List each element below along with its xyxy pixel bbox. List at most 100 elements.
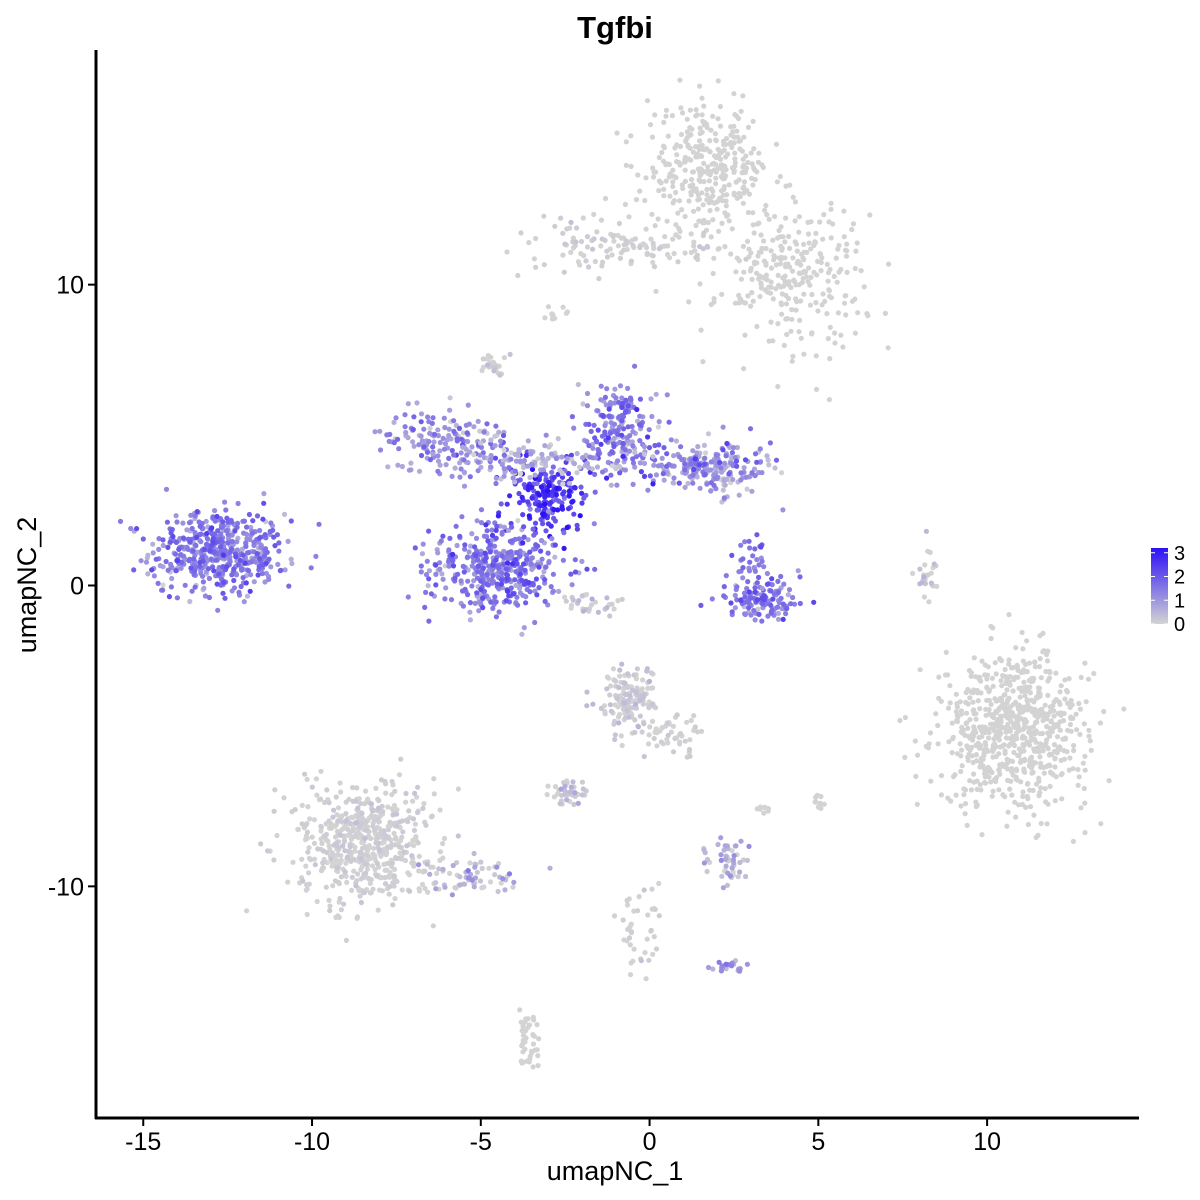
cell-point	[1087, 738, 1093, 744]
cell-point	[617, 673, 623, 679]
cell-point	[571, 511, 577, 517]
cell-point	[335, 818, 341, 824]
cell-point	[852, 330, 859, 336]
cell-point	[350, 784, 356, 791]
cell-point	[718, 162, 724, 168]
cell-point	[654, 730, 660, 736]
cell-point	[611, 443, 617, 450]
cell-point	[718, 852, 724, 858]
cell-point	[451, 428, 457, 434]
cell-point	[691, 208, 697, 214]
cell-point	[484, 421, 490, 427]
cell-point	[206, 575, 212, 582]
cell-point	[222, 595, 228, 601]
cell-point	[455, 571, 461, 577]
cell-point	[723, 453, 729, 459]
cell-point	[1053, 670, 1059, 676]
cell-point	[637, 188, 643, 194]
cell-point	[806, 240, 812, 246]
cell-point	[424, 558, 430, 564]
cell-point	[387, 819, 393, 826]
cell-point	[947, 700, 953, 706]
cell-point	[382, 875, 388, 881]
cell-point	[764, 581, 771, 587]
cell-point	[719, 291, 725, 297]
cell-point	[1055, 710, 1061, 717]
cell-point	[499, 461, 505, 468]
cell-point	[1031, 699, 1037, 705]
cell-point	[682, 159, 688, 165]
cell-point	[733, 269, 739, 275]
cell-point	[651, 934, 657, 940]
cell-point	[541, 569, 547, 575]
cell-point	[437, 566, 443, 572]
cell-point	[421, 426, 427, 432]
cell-point	[357, 893, 363, 899]
cell-point	[487, 549, 493, 555]
cell-point	[645, 434, 651, 440]
cell-point	[991, 736, 997, 742]
cell-point	[600, 469, 606, 475]
cell-point	[166, 594, 172, 600]
cell-point	[374, 816, 380, 823]
cell-point	[288, 518, 294, 524]
cell-point	[638, 469, 645, 475]
cell-point	[650, 259, 656, 265]
cell-point	[563, 310, 570, 316]
cell-point	[501, 473, 507, 479]
cell-point	[320, 865, 327, 871]
cell-point	[1038, 760, 1044, 767]
cell-point	[584, 390, 591, 397]
cell-point	[274, 832, 280, 839]
cell-point	[632, 717, 638, 723]
cell-point	[165, 544, 171, 551]
cell-point	[463, 422, 469, 428]
cell-point	[1016, 685, 1022, 691]
cell-point	[656, 188, 662, 194]
cell-point	[563, 598, 569, 604]
cell-point	[223, 507, 229, 513]
cell-point	[571, 425, 577, 431]
cell-point	[993, 753, 999, 760]
cell-point	[212, 518, 218, 524]
cell-point	[442, 441, 448, 447]
cell-point	[817, 803, 823, 809]
cell-point	[732, 156, 738, 162]
cell-point	[210, 514, 216, 520]
cell-point	[525, 484, 532, 490]
cell-point	[504, 588, 511, 594]
cell-point	[484, 581, 490, 587]
cell-point	[188, 565, 194, 571]
cell-point	[974, 802, 980, 808]
cell-point	[386, 891, 392, 897]
cell-point	[1052, 764, 1058, 770]
cell-point	[793, 241, 800, 247]
cell-point	[573, 239, 579, 245]
cell-point	[1040, 717, 1046, 724]
cell-point	[594, 229, 600, 235]
cell-point	[802, 268, 808, 274]
cell-point	[649, 886, 655, 892]
cell-point	[699, 142, 705, 148]
cell-point	[761, 564, 767, 570]
cell-point	[143, 559, 150, 565]
cell-point	[516, 536, 522, 542]
cell-point	[342, 848, 348, 854]
cell-point	[632, 729, 638, 736]
cell-point	[729, 450, 736, 456]
cell-point	[391, 802, 398, 809]
cell-point	[688, 176, 695, 183]
cell-point	[723, 136, 730, 142]
cell-point	[333, 794, 339, 800]
cell-point	[697, 485, 703, 491]
cell-point	[1041, 764, 1047, 771]
cell-point	[814, 792, 820, 799]
cell-point	[393, 855, 399, 862]
cell-point	[508, 456, 514, 462]
cell-point	[430, 923, 436, 929]
cell-point	[1010, 741, 1016, 747]
cell-point	[559, 504, 565, 510]
cell-point	[416, 468, 423, 474]
cell-point	[354, 878, 360, 884]
